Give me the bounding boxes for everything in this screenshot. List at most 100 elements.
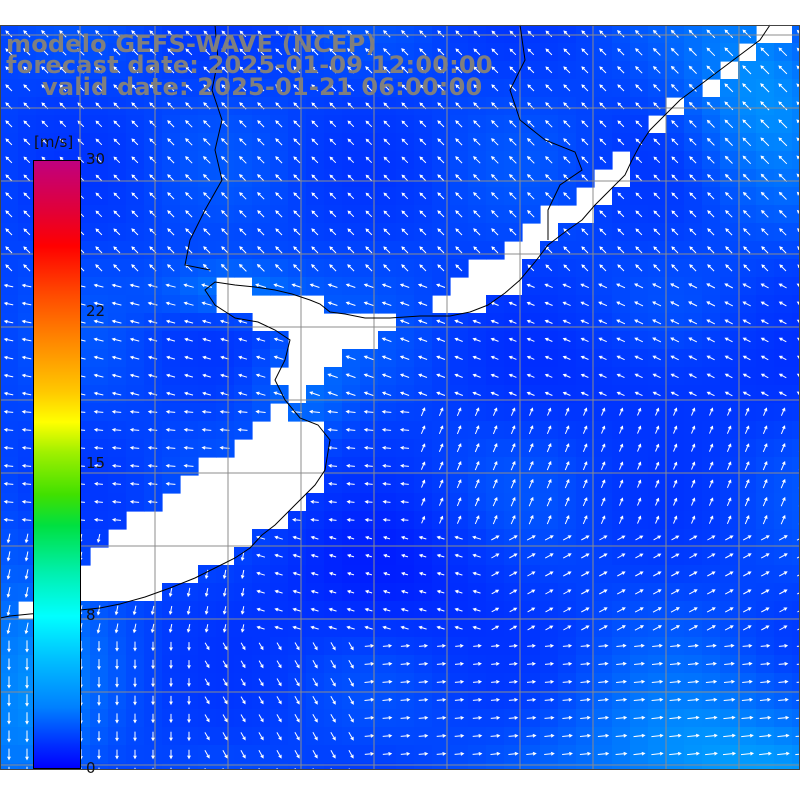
wind-arrow <box>546 514 552 525</box>
wind-arrow <box>131 264 139 272</box>
wind-arrow <box>437 228 445 236</box>
wind-arrow <box>673 425 678 434</box>
wind-speed-cell <box>684 763 703 770</box>
wind-arrow <box>312 678 318 687</box>
wind-arrow <box>310 553 319 558</box>
wind-arrow <box>725 210 733 218</box>
wind-arrow <box>454 697 465 702</box>
wind-arrow <box>381 445 392 450</box>
wind-arrow <box>455 643 464 648</box>
wind-arrow <box>95 138 103 146</box>
wind-arrow <box>93 463 104 468</box>
wind-speed-cell <box>792 61 800 80</box>
wind-arrow <box>673 461 678 470</box>
wind-arrow <box>655 443 660 452</box>
wind-arrow <box>726 479 732 488</box>
wind-arrow <box>437 156 445 164</box>
wind-arrow <box>204 624 209 633</box>
wind-arrow <box>421 497 426 506</box>
wind-arrow <box>294 696 300 705</box>
wind-arrow <box>688 607 698 613</box>
wind-arrow <box>6 551 11 562</box>
wind-arrow <box>598 625 608 631</box>
wind-arrow <box>131 192 139 200</box>
wind-arrow <box>399 373 410 378</box>
wind-speed-cell <box>792 601 800 620</box>
wind-arrow <box>564 496 570 507</box>
wind-arrow <box>669 751 682 756</box>
wind-arrow <box>696 769 697 770</box>
wind-arrow <box>651 715 664 720</box>
wind-arrow <box>545 589 554 595</box>
wind-arrow <box>651 697 664 702</box>
wind-arrow <box>439 515 444 524</box>
wind-arrow <box>759 733 772 738</box>
wind-arrow <box>528 443 534 453</box>
wind-arrow <box>59 138 67 146</box>
wind-arrow <box>274 571 283 576</box>
wind-arrow <box>529 407 534 416</box>
wind-arrow <box>759 751 772 756</box>
wind-arrow <box>312 732 318 741</box>
wind-speed-cell <box>792 259 800 278</box>
wind-arrow <box>687 679 700 684</box>
wind-speed-cell <box>792 421 800 440</box>
wind-arrow <box>760 679 771 684</box>
wind-arrow <box>762 461 768 471</box>
wind-arrow <box>598 661 609 666</box>
wind-arrow <box>258 714 264 723</box>
wind-arrow <box>330 660 336 669</box>
wind-arrow <box>510 443 516 453</box>
wind-arrow <box>169 641 173 652</box>
wind-arrow <box>132 623 137 634</box>
wind-arrow <box>634 29 643 38</box>
wind-arrow <box>3 427 14 432</box>
wind-arrow <box>5 138 13 146</box>
wind-arrow <box>615 697 628 702</box>
wind-arrow <box>582 497 588 507</box>
wind-arrow <box>637 461 642 470</box>
wind-arrow <box>778 661 789 666</box>
wind-arrow <box>276 750 282 759</box>
wind-arrow <box>581 120 589 128</box>
wind-arrow <box>724 137 733 146</box>
wind-arrow <box>421 479 426 488</box>
wind-arrow <box>129 409 140 414</box>
wind-arrow <box>345 427 356 432</box>
wind-arrow <box>581 625 590 631</box>
wind-arrow <box>670 83 679 92</box>
wind-arrow <box>400 589 409 594</box>
wind-arrow <box>329 246 337 254</box>
wind-arrow <box>725 246 733 254</box>
wind-arrow <box>562 643 573 648</box>
wind-arrow <box>472 319 481 324</box>
wind-arrow <box>204 660 210 669</box>
wind-arrow <box>257 30 265 38</box>
wind-arrow <box>183 283 194 288</box>
wind-arrow <box>129 373 140 378</box>
wind-arrow <box>131 138 139 146</box>
wind-arrow <box>652 337 662 343</box>
wind-arrow <box>399 355 410 360</box>
wind-arrow <box>437 192 445 200</box>
wind-arrow <box>777 751 790 756</box>
wind-arrow <box>750 769 752 770</box>
wind-arrow <box>670 643 681 648</box>
wind-arrow <box>456 497 462 507</box>
wind-arrow <box>165 445 176 450</box>
wind-arrow <box>491 625 500 631</box>
wind-speed-cell <box>792 241 800 260</box>
wind-arrow <box>292 553 301 558</box>
wind-arrow <box>113 138 121 146</box>
wind-arrow <box>454 733 465 738</box>
wind-arrow <box>508 337 517 342</box>
wind-arrow <box>25 694 29 707</box>
wind-arrow <box>364 733 375 738</box>
wind-arrow <box>473 661 482 666</box>
wind-arrow <box>526 733 537 738</box>
wind-arrow <box>708 479 714 488</box>
wind-arrow <box>528 478 534 489</box>
wind-arrow <box>527 643 536 648</box>
wind-arrow <box>706 155 715 164</box>
wind-arrow <box>600 461 606 470</box>
